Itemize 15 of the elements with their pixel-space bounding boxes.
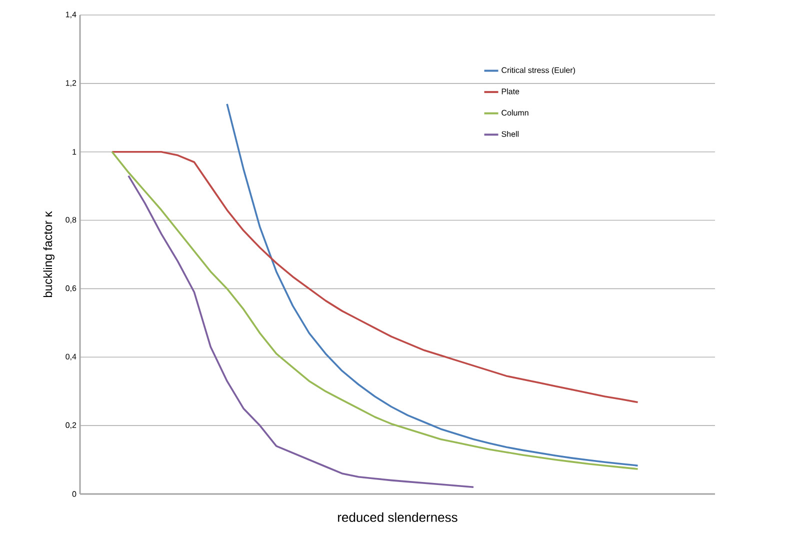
legend-label: Column: [502, 110, 528, 116]
y-tick-label: 1,2: [66, 80, 76, 87]
line-series: [111, 150, 639, 470]
y-tick-label: 1: [72, 149, 76, 155]
legend-label: Critical stress (Euler): [502, 67, 575, 75]
y-tick-label: 0,4: [66, 354, 76, 360]
y-axis-title: buckling factor κ: [43, 211, 54, 298]
legend-label: Shell: [502, 130, 518, 137]
y-tick-label: 0,2: [66, 422, 76, 429]
y-tick-label: 1,4: [66, 12, 76, 18]
legend-label: Plate: [502, 88, 520, 94]
y-tick-label: 0: [72, 491, 76, 497]
y-tick-label: 0,6: [66, 285, 76, 292]
y-tick-label: 0,8: [66, 216, 76, 224]
x-axis-title: reduced slenderness: [338, 512, 458, 522]
